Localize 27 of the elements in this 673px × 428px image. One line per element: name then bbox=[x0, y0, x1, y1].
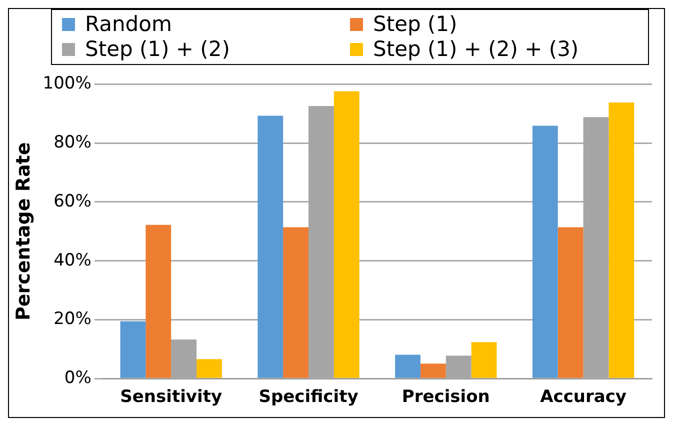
bar bbox=[196, 359, 222, 378]
bar bbox=[395, 354, 420, 378]
legend-label: Step (1) bbox=[373, 12, 458, 37]
bar bbox=[558, 227, 584, 378]
bar bbox=[420, 364, 446, 378]
bar bbox=[258, 116, 284, 378]
x-tick-label: Sensitivity bbox=[120, 387, 222, 408]
x-tick-label: Precision bbox=[402, 387, 490, 408]
y-tick-label: 80% bbox=[54, 132, 92, 152]
x-tick-label: Accuracy bbox=[540, 387, 627, 408]
legend-label: Step (1) + (2) + (3) bbox=[373, 37, 579, 62]
y-tick-label: 100% bbox=[42, 74, 92, 94]
y-tick-label: 20% bbox=[54, 309, 92, 330]
bar bbox=[334, 91, 360, 378]
y-tick-label: 60% bbox=[54, 191, 92, 212]
x-tick-label: Specificity bbox=[258, 387, 358, 408]
y-tick-label: 0% bbox=[64, 368, 92, 388]
bar bbox=[608, 102, 634, 378]
bar bbox=[120, 321, 146, 378]
y-axis-title: Percentage Rate bbox=[12, 142, 34, 321]
bar bbox=[532, 126, 558, 378]
bar bbox=[283, 227, 308, 378]
legend-label: Step (1) + (2) bbox=[85, 37, 230, 62]
bar bbox=[471, 342, 497, 378]
y-tick-label: 40% bbox=[54, 250, 92, 270]
legend-label: Random bbox=[85, 12, 172, 37]
bar bbox=[146, 224, 172, 378]
